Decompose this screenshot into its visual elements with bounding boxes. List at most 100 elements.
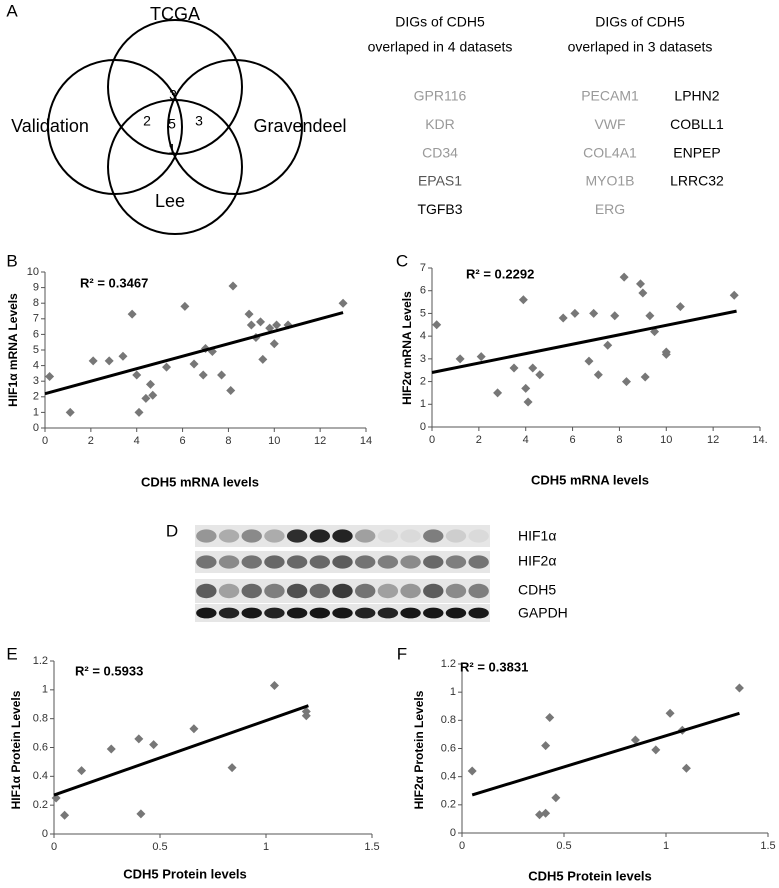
x-tick-label: 14. [752,434,767,446]
blot-band [286,555,308,569]
y-axis-label: HIF1α Protein Levels [9,690,23,809]
data-point [551,793,561,803]
y-tick-label: 7 [420,262,426,274]
trendline [44,311,344,396]
data-point [619,272,629,282]
data-point [88,356,98,366]
blot-band [423,529,444,543]
blot-band [286,529,308,543]
gene-name: LRRC32 [670,173,724,189]
venn-set-label: TCGA [150,4,200,24]
data-point [523,397,533,407]
y-tick-label: 3 [420,353,426,365]
data-point [621,377,631,387]
data-point [106,744,116,754]
blot-band [468,583,489,599]
data-point [467,766,477,776]
blot-band [354,529,376,543]
data-point [217,370,227,380]
gene-name: MYO1B [585,173,634,189]
blot-band [400,607,421,619]
y-tick-label: 4 [33,360,39,372]
blot-band [354,555,376,569]
trendline [471,711,740,797]
trendline [431,309,737,374]
data-point [189,359,199,369]
venn-set-label: Validation [11,116,89,136]
gene-list-header: overlaped in 4 datasets [368,39,513,55]
x-tick-label: 8 [225,435,231,447]
data-point [162,362,172,372]
blot-row-label: GAPDH [518,605,568,621]
y-tick-label: 1.2 [441,658,456,670]
x-tick-label: 2 [88,435,94,447]
data-point [65,407,75,417]
data-point [104,356,114,366]
x-tick-label: 10 [660,434,672,446]
gene-name: COBLL1 [670,116,724,132]
blot-band [196,607,217,619]
blot-band [445,529,467,543]
venn-circle [107,99,243,235]
y-tick-label: 1 [420,398,426,410]
x-tick-label: 10 [268,435,280,447]
blot-band [445,607,467,619]
blot-band [241,529,262,543]
data-point [593,370,603,380]
x-tick-label: 2 [476,434,482,446]
data-point [630,735,640,745]
blot-band [468,529,489,543]
blot-band [196,555,217,569]
venn-circle [167,59,303,195]
blot-band [309,607,331,619]
gene-list-header: DIGs of CDH5 [595,14,685,30]
data-point [528,363,538,373]
blot-band [445,583,467,599]
y-tick-label: 0.2 [33,799,48,811]
data-point [145,379,155,389]
gene-name: LPHN2 [674,88,719,104]
gene-name: ENPEP [673,144,720,160]
y-tick-label: 0.8 [441,714,456,726]
data-point [493,388,503,398]
data-point [521,383,531,393]
y-tick-label: 5 [33,344,39,356]
y-tick-label: 0.6 [441,742,456,754]
data-point [541,808,551,818]
data-point [545,713,555,723]
blot-band [286,607,308,619]
y-tick-label: 6 [420,285,426,297]
blot-band [332,555,353,569]
r-squared-annotation: R² = 0.3831 [460,659,528,674]
trendline [53,704,309,797]
panel-label: E [6,644,17,663]
data-point [570,308,580,318]
blot-band [218,583,240,599]
blot-band [354,583,376,599]
blot-band [241,555,262,569]
gene-name: KDR [425,116,455,132]
blot-band [400,529,421,543]
data-point [301,711,311,721]
data-point [509,363,519,373]
blot-band [218,529,240,543]
data-point [638,288,648,298]
y-tick-label: 6 [33,328,39,340]
venn-region-count: 3 [195,113,203,129]
venn-set-label: Gravendeel [253,116,346,136]
y-tick-label: 10 [27,266,39,278]
blot-band [264,607,285,619]
y-tick-label: 3 [33,375,39,387]
r-squared-annotation: R² = 0.2292 [466,266,534,281]
gene-name: GPR116 [414,88,467,104]
y-tick-label: 1 [450,686,456,698]
blot-band [309,555,331,569]
y-axis-label: HIF1α mRNA Levels [6,293,20,407]
data-point [651,745,661,755]
blot-band [468,555,489,569]
blot-band [309,529,331,543]
venn-circle [47,59,183,195]
blot-band [423,583,444,599]
data-point [189,724,199,734]
x-axis-label: CDH5 mRNA levels [531,472,649,487]
